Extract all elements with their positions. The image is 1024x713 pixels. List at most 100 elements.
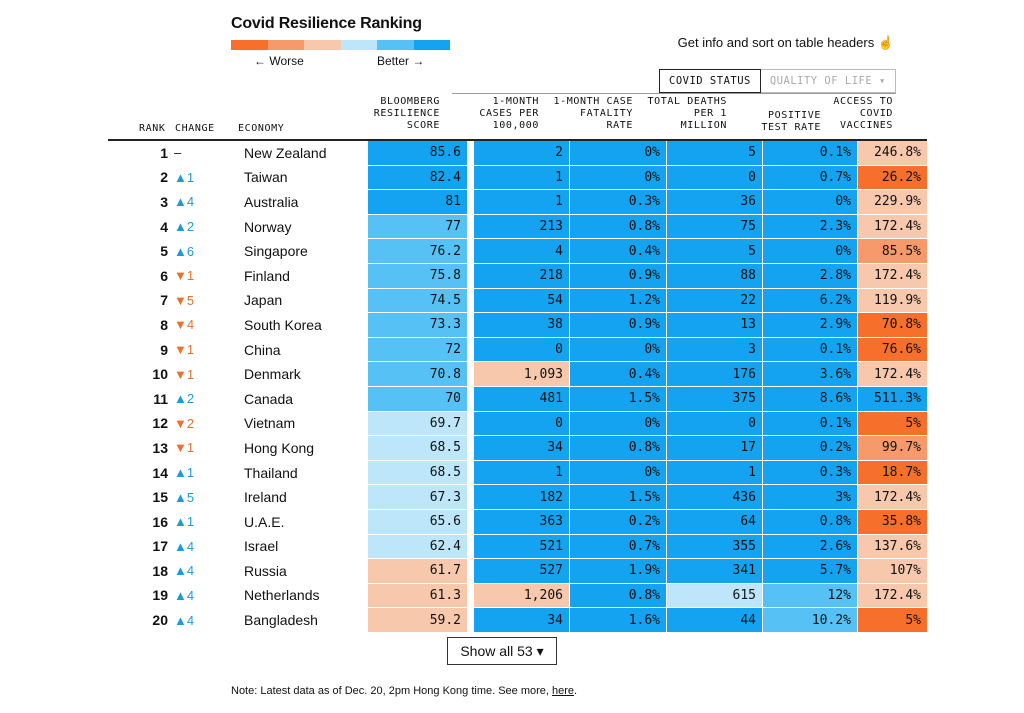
column-gap [467, 361, 474, 387]
table-row: 3 ▲4 Australia 81 1 0.3% 36 0% 229.9% [108, 189, 927, 215]
header-cases-line: 100,000 [492, 120, 539, 131]
column-gap [467, 435, 474, 461]
fatality-cell: 0% [569, 337, 667, 363]
tab-quality-of-life[interactable]: QUALITY OF LIFE ▾ [760, 69, 896, 93]
cases-cell: 2 [474, 138, 570, 166]
legend-swatch [377, 40, 414, 50]
vaccines-cell: 119.9% [857, 288, 927, 314]
score-cell: 61.7 [368, 558, 468, 584]
header-score-line: SCORE [406, 120, 440, 131]
cases-cell: 0 [474, 337, 570, 363]
vaccines-cell: 172.4% [857, 361, 927, 387]
change-cell: ▼1 [174, 337, 222, 363]
fatality-cell: 0% [569, 165, 667, 191]
rank-cell: 7 [108, 288, 174, 314]
header-fatality[interactable]: 1-MONTH CASE FATALITY RATE [543, 96, 633, 132]
rank-cell: 5 [108, 238, 174, 264]
economy-cell: Bangladesh [222, 607, 368, 633]
header-score[interactable]: BLOOMBERG RESILIENCE SCORE [350, 96, 440, 132]
score-cell: 68.5 [368, 460, 468, 486]
fatality-cell: 0% [569, 411, 667, 437]
tab-covid-status[interactable]: COVID STATUS [659, 69, 761, 93]
change-cell: ▲4 [174, 534, 222, 560]
positive-cell: 10.2% [762, 607, 858, 633]
header-vaccines-line: VACCINES [840, 120, 893, 131]
fatality-cell: 0.4% [569, 238, 667, 264]
column-gap [467, 484, 474, 510]
header-deaths[interactable]: TOTAL DEATHS PER 1 MILLION [636, 96, 727, 132]
change-cell: ▲4 [174, 583, 222, 609]
positive-cell: 0.8% [762, 509, 858, 535]
vaccines-cell: 107% [857, 558, 927, 584]
table-row: 14 ▲1 Thailand 68.5 1 0% 1 0.3% 18.7% [108, 460, 927, 486]
table-row: 9 ▼1 China 72 0 0% 3 0.1% 76.6% [108, 337, 927, 363]
positive-cell: 5.7% [762, 558, 858, 584]
header-fatality-line: RATE [606, 120, 633, 131]
change-cell: ▲4 [174, 607, 222, 633]
table-row: 1– New Zealand 85.6 2 0% 5 0.1% 246.8% [108, 138, 927, 166]
deaths-cell: 36 [666, 189, 763, 215]
change-cell: ▲2 [174, 386, 222, 412]
cases-cell: 481 [474, 386, 570, 412]
deaths-cell: 17 [666, 435, 763, 461]
column-gap [467, 312, 474, 338]
header-score-line: RESILIENCE [373, 108, 440, 119]
table-row: 6 ▼1 Finland 75.8 218 0.9% 88 2.8% 172.4% [108, 263, 927, 289]
table-row: 11 ▲2 Canada 70 481 1.5% 375 8.6% 511.3% [108, 386, 927, 412]
deaths-cell: 5 [666, 238, 763, 264]
fatality-cell: 0.8% [569, 214, 667, 240]
table-row: 12 ▼2 Vietnam 69.7 0 0% 0 0.1% 5% [108, 411, 927, 437]
change-cell: ▼1 [174, 435, 222, 461]
score-cell: 59.2 [368, 607, 468, 633]
legend-swatch [231, 40, 268, 50]
rank-cell: 3 [108, 189, 174, 215]
economy-cell: Hong Kong [222, 435, 368, 461]
change-cell: ▲4 [174, 558, 222, 584]
table-row: 8 ▼4 South Korea 73.3 38 0.9% 13 2.9% 70.8% [108, 312, 927, 338]
fatality-cell: 1.9% [569, 558, 667, 584]
score-cell: 77 [368, 214, 468, 240]
footnote-link[interactable]: here [552, 685, 575, 697]
column-gap [467, 238, 474, 264]
column-gap [467, 165, 474, 191]
column-gap [467, 607, 474, 633]
ranking-table: 1– New Zealand 85.6 2 0% 5 0.1% 246.8% 2 ▲1 Taiwan… [108, 138, 927, 633]
positive-cell: 0% [762, 189, 858, 215]
cases-cell: 213 [474, 214, 570, 240]
score-cell: 81 [368, 189, 468, 215]
header-divider [452, 93, 896, 94]
header-change[interactable]: CHANGE [175, 123, 215, 134]
view-tabs: COVID STATUS QUALITY OF LIFE ▾ [659, 69, 896, 93]
cases-cell: 38 [474, 312, 570, 338]
fatality-cell: 0.3% [569, 189, 667, 215]
cases-cell: 0 [474, 411, 570, 437]
header-economy[interactable]: ECONOMY [238, 123, 285, 134]
footnote-text: Note: Latest data as of Dec. 20, 2pm Hon… [231, 685, 553, 697]
positive-cell: 2.6% [762, 534, 858, 560]
change-cell: ▲4 [174, 189, 222, 215]
column-gap [467, 138, 474, 166]
column-gap [467, 411, 474, 437]
header-vaccines[interactable]: ACCESS TO COVID VACCINES [826, 96, 893, 132]
change-cell: ▲6 [174, 238, 222, 264]
column-gap [467, 288, 474, 314]
positive-cell: 0.1% [762, 337, 858, 363]
fatality-cell: 0.9% [569, 312, 667, 338]
header-positive[interactable]: POSITIVE TEST RATE [730, 110, 821, 134]
show-all-button[interactable]: Show all 53 ▾ [447, 637, 557, 665]
score-cell: 68.5 [368, 435, 468, 461]
header-positive-line: TEST RATE [761, 122, 821, 133]
header-rank[interactable]: RANK [139, 123, 166, 134]
cases-cell: 4 [474, 238, 570, 264]
score-cell: 85.6 [368, 138, 468, 166]
score-cell: 69.7 [368, 411, 468, 437]
deaths-cell: 375 [666, 386, 763, 412]
score-cell: 61.3 [368, 583, 468, 609]
header-cases[interactable]: 1-MONTH CASES PER 100,000 [452, 96, 539, 132]
score-cell: 70.8 [368, 361, 468, 387]
economy-cell: Denmark [222, 361, 368, 387]
change-cell: ▲2 [174, 214, 222, 240]
legend-swatch [413, 40, 450, 50]
deaths-cell: 0 [666, 165, 763, 191]
header-positive-line: POSITIVE [768, 110, 821, 121]
